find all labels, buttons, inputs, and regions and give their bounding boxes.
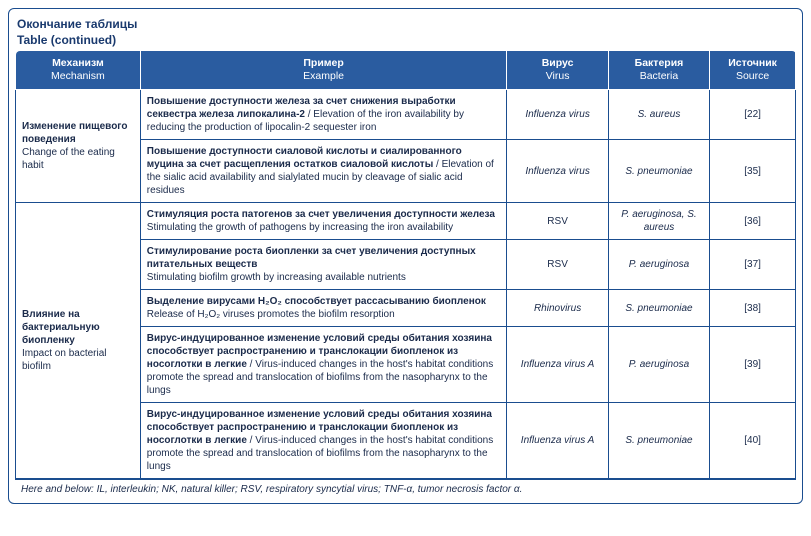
example-cell: Вирус-индуцированное изменение условий с… <box>140 403 507 479</box>
virus-cell: Influenza virus <box>507 90 608 140</box>
virus-cell: Influenza virus A <box>507 327 608 403</box>
bacteria-cell: P. aeruginosa <box>608 327 709 403</box>
column-header: ИсточникSource <box>710 51 796 90</box>
source-cell: [38] <box>710 290 796 327</box>
column-header: БактерияBacteria <box>608 51 709 90</box>
virus-cell: Rhinovirus <box>507 290 608 327</box>
virus-cell: Influenza virus <box>507 140 608 203</box>
bacteria-cell: S. pneumoniae <box>608 140 709 203</box>
source-cell: [37] <box>710 240 796 290</box>
source-cell: [36] <box>710 203 796 240</box>
table-caption: Окончание таблицы Table (continued) <box>17 17 796 48</box>
virus-cell: RSV <box>507 240 608 290</box>
mechanism-cell: Влияние на бактериальную биопленкуImpact… <box>16 203 141 479</box>
data-table: МеханизмMechanismПримерExampleВирусVirus… <box>15 50 796 479</box>
caption-ru: Окончание таблицы <box>17 17 137 31</box>
example-cell: Вирус-индуцированное изменение условий с… <box>140 327 507 403</box>
virus-cell: RSV <box>507 203 608 240</box>
bacteria-cell: P. aeruginosa <box>608 240 709 290</box>
mechanism-cell: Изменение пищевого поведенияChange of th… <box>16 90 141 203</box>
table-header-row: МеханизмMechanismПримерExampleВирусVirus… <box>16 51 796 90</box>
table-row: Влияние на бактериальную биопленкуImpact… <box>16 203 796 240</box>
table-container: Окончание таблицы Table (continued) Меха… <box>8 8 803 504</box>
bacteria-cell: S. pneumoniae <box>608 290 709 327</box>
virus-cell: Influenza virus A <box>507 403 608 479</box>
column-header: ВирусVirus <box>507 51 608 90</box>
bacteria-cell: P. aeruginosa, S. aureus <box>608 203 709 240</box>
column-header: МеханизмMechanism <box>16 51 141 90</box>
column-header: ПримерExample <box>140 51 507 90</box>
bacteria-cell: S. aureus <box>608 90 709 140</box>
source-cell: [22] <box>710 90 796 140</box>
example-cell: Стимуляция роста патогенов за счет увели… <box>140 203 507 240</box>
source-cell: [35] <box>710 140 796 203</box>
bacteria-cell: S. pneumoniae <box>608 403 709 479</box>
source-cell: [39] <box>710 327 796 403</box>
table-body: Изменение пищевого поведенияChange of th… <box>16 90 796 479</box>
table-row: Изменение пищевого поведенияChange of th… <box>16 90 796 140</box>
example-cell: Повышение доступности сиаловой кислоты и… <box>140 140 507 203</box>
example-cell: Выделение вирусами H₂O₂ способствует рас… <box>140 290 507 327</box>
example-cell: Повышение доступности железа за счет сни… <box>140 90 507 140</box>
source-cell: [40] <box>710 403 796 479</box>
table-footnote: Here and below: IL, interleukin; NK, nat… <box>15 479 796 497</box>
caption-en: Table (continued) <box>17 33 116 47</box>
example-cell: Стимулирование роста биопленки за счет у… <box>140 240 507 290</box>
